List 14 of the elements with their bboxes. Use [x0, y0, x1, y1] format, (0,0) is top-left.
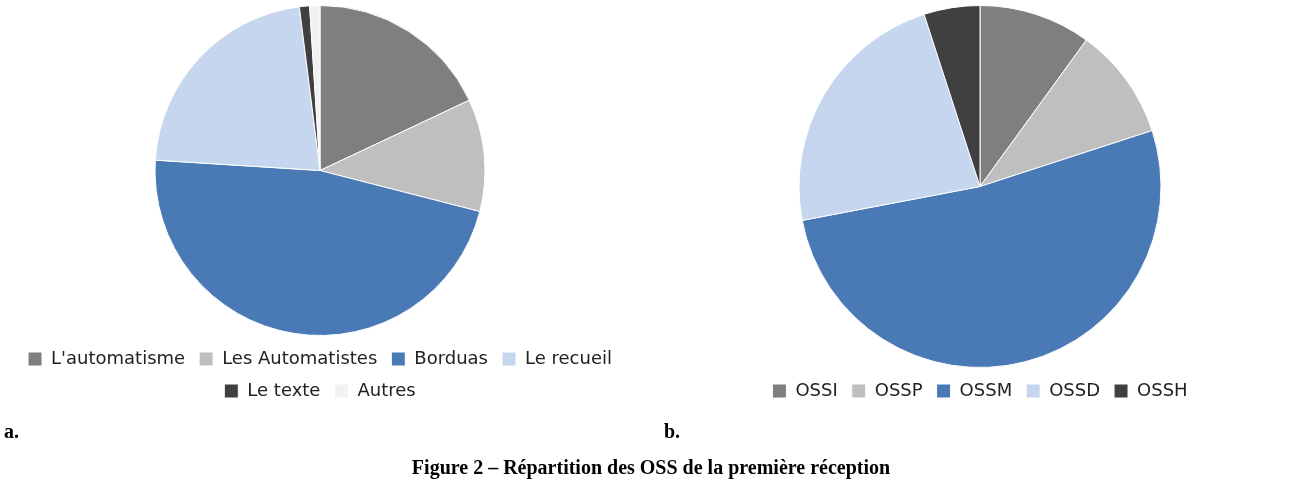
- legend-label: Les Automatistes: [222, 346, 378, 368]
- legend-label: Autres: [357, 378, 416, 400]
- text: a.: [4, 420, 19, 443]
- legend-label: L'automatisme: [51, 346, 186, 368]
- legend-label: OSSI: [795, 378, 838, 400]
- legend-label: OSSM: [959, 378, 1013, 400]
- text: b.: [664, 420, 681, 443]
- legend-label: OSSH: [1137, 378, 1188, 400]
- legend-label: Borduas: [414, 346, 488, 368]
- caption: Figure 2 – Répartition des OSS de la première réception: [410, 456, 892, 479]
- legend-label: OSSP: [874, 378, 923, 400]
- legend-label: Le texte: [247, 378, 321, 400]
- legend-label: Le recueil: [525, 346, 612, 368]
- legend-label: OSSD: [1049, 378, 1101, 400]
